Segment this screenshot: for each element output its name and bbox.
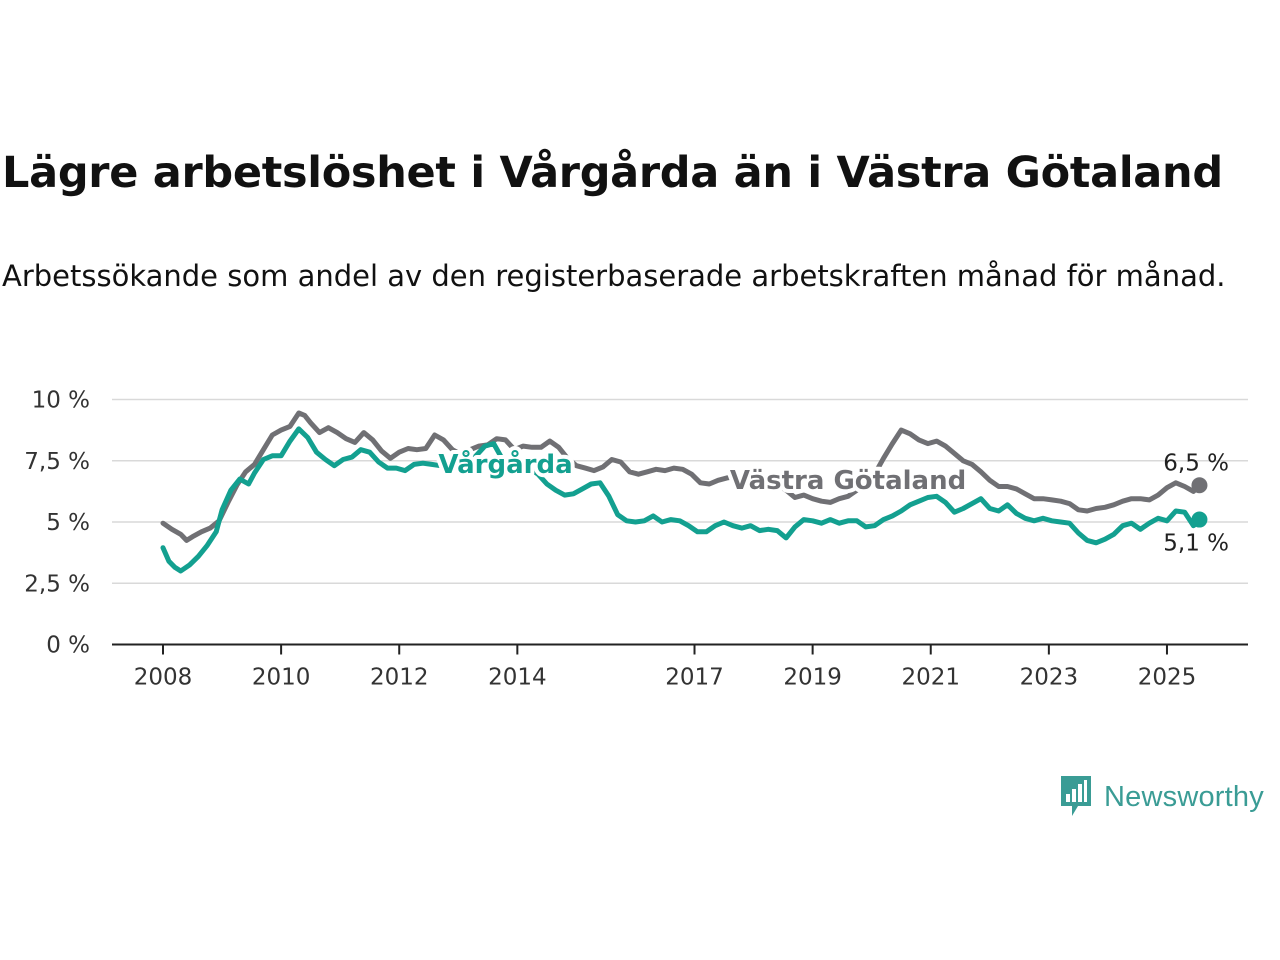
y-tick-label: 2,5 % <box>24 571 90 597</box>
series-end-point <box>1191 477 1208 494</box>
chart-title: Lägre arbetslöshet i Vårgårda än i Västr… <box>2 148 1223 198</box>
newsworthy-logo[interactable]: Newsworthy <box>1058 772 1264 822</box>
line-chart: 0 % 2,5 % 5 % 7,5 % 10 % 2008 2010 2012 2014 201… <box>24 388 1248 691</box>
series-labels: 6,5 % 5,1 % Vårgårda Västra Götaland <box>434 444 1229 557</box>
y-tick-label: 5 % <box>46 510 90 536</box>
series-end-label: 5,1 % <box>1163 531 1229 557</box>
chart-subtitle: Arbetssökande som andel av den registerb… <box>2 259 1226 293</box>
x-tick-label: 2025 <box>1138 665 1197 691</box>
x-tick-label: 2008 <box>134 665 193 691</box>
series-end-point <box>1191 511 1208 528</box>
y-axis-ticks: 0 % 2,5 % 5 % 7,5 % 10 % <box>24 388 90 659</box>
y-tick-label: 0 % <box>46 633 90 659</box>
x-tick-label: 2019 <box>783 665 842 691</box>
x-tick-label: 2014 <box>488 665 547 691</box>
series-line-vastra-gotaland <box>160 410 1202 543</box>
inline-series-label: Västra Götaland <box>730 466 966 496</box>
series-lines <box>160 410 1208 574</box>
x-axis-ticks: 2008 2010 2012 2014 2017 2019 2021 2023 2025 <box>134 644 1197 691</box>
inline-series-label: Vårgårda <box>438 448 572 480</box>
x-tick-label: 2012 <box>370 665 429 691</box>
brand-name: Newsworthy <box>1104 780 1264 813</box>
newsworthy-chart-bubble-icon <box>1058 772 1094 822</box>
series-end-label: 6,5 % <box>1163 450 1229 476</box>
series-line-vargarda <box>160 426 1202 574</box>
x-tick-label: 2023 <box>1020 665 1079 691</box>
y-tick-label: 10 % <box>32 388 90 414</box>
x-tick-label: 2021 <box>901 665 960 691</box>
x-tick-label: 2017 <box>665 665 724 691</box>
y-tick-label: 7,5 % <box>24 449 90 475</box>
x-tick-label: 2010 <box>252 665 311 691</box>
